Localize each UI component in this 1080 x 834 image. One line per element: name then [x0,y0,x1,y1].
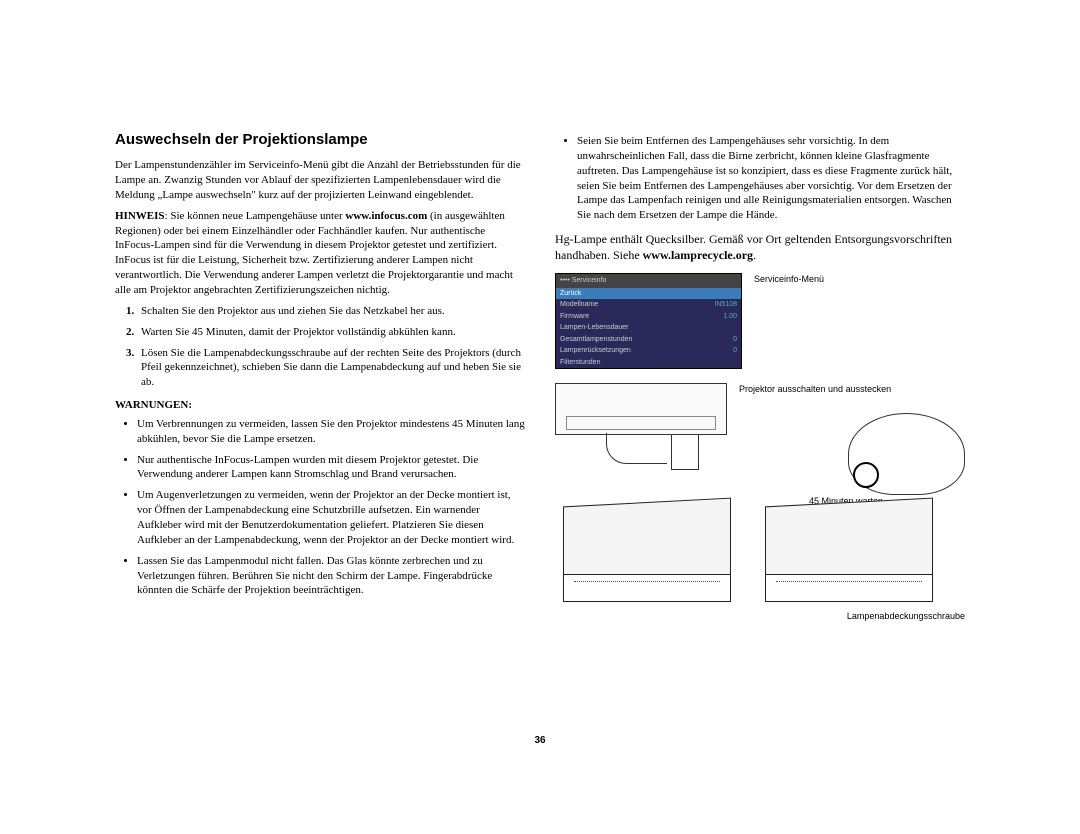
serviceinfo-label: Serviceinfo-Menü [754,273,824,285]
unplug-label: Projektor ausschalten und ausstecken [739,383,965,395]
menu-row: Firmware1.00 [556,311,741,322]
menu-header: •••• Serviceinfo [556,274,741,287]
serviceinfo-menu-figure: •••• Serviceinfo Zurück ModellnameIN5108… [555,273,742,369]
watch-icon [853,462,879,488]
warnings-list: Um Verbrennungen zu vermeiden, lassen Si… [115,417,525,598]
left-column: Auswechseln der Projektionslampe Der Lam… [115,130,525,622]
figure-projector-row [555,498,965,608]
wall-outlet-icon [671,434,699,470]
right-column: Seien Sie beim Entfernen des Lampengehäu… [555,130,965,622]
note-text-2: (in ausgewählten Regionen) oder bei eine… [115,210,513,296]
step-item: Lösen Sie die Lampenabdeckungsschraube a… [137,346,525,391]
right-bullet-list: Seien Sie beim Entfernen des Lampengehäu… [555,134,965,223]
intro-text: Der Lampenstundenzähler im Serviceinfo-M… [115,158,525,203]
hg-note: Hg-Lampe enthält Quecksilber. Gemäß vor … [555,231,965,263]
note-paragraph: HINWEIS: Sie können neue Lampengehäuse u… [115,209,525,298]
warning-item: Nur authentische InFocus-Lampen wurden m… [137,453,525,483]
menu-row: Lampenrücksetzungen0 [556,345,741,356]
figure-serviceinfo-row: •••• Serviceinfo Zurück ModellnameIN5108… [555,273,965,369]
screw-label: Lampenabdeckungsschraube [555,610,965,622]
step-item: Warten Sie 45 Minuten, damit der Projekt… [137,325,525,340]
projector-back-figure [555,383,727,435]
right-bullet-item: Seien Sie beim Entfernen des Lampengehäu… [577,134,965,223]
note-text-1: : Sie können neue Lampengehäuse unter [165,210,346,222]
warning-item: Um Verbrennungen zu vermeiden, lassen Si… [137,417,525,447]
hand-watch-figure [848,413,965,495]
warning-item: Um Augenverletzungen zu vermeiden, wenn … [137,488,525,547]
section-title: Auswechseln der Projektionslampe [115,130,525,150]
hg-url: www.lamprecycle.org [643,248,753,262]
note-url: www.infocus.com [345,210,427,222]
power-cord-icon [606,433,667,464]
projector-iso-figure-2 [757,498,941,608]
warning-item: Lassen Sie das Lampenmodul nicht fallen.… [137,554,525,599]
projector-iso-figure-1 [555,498,739,608]
menu-back: Zurück [556,288,741,299]
hg-line1: Hg-Lampe enthält Quecksilber. Gemäß vor … [555,232,952,262]
menu-row: Filterstunden [556,357,741,368]
menu-row: ModellnameIN5108 [556,299,741,310]
step-item: Schalten Sie den Projektor aus und ziehe… [137,304,525,319]
menu-row: Lampen-Lebensdauer [556,322,741,333]
steps-list: Schalten Sie den Projektor aus und ziehe… [115,304,525,390]
figure-unplug-row: Projektor ausschalten und ausstecken 45 … [555,383,965,478]
menu-row: Gesamtlampenstunden0 [556,334,741,345]
page-number: 36 [534,735,545,746]
warnings-label: WARNUNGEN: [115,398,525,413]
note-label: HINWEIS [115,210,165,222]
